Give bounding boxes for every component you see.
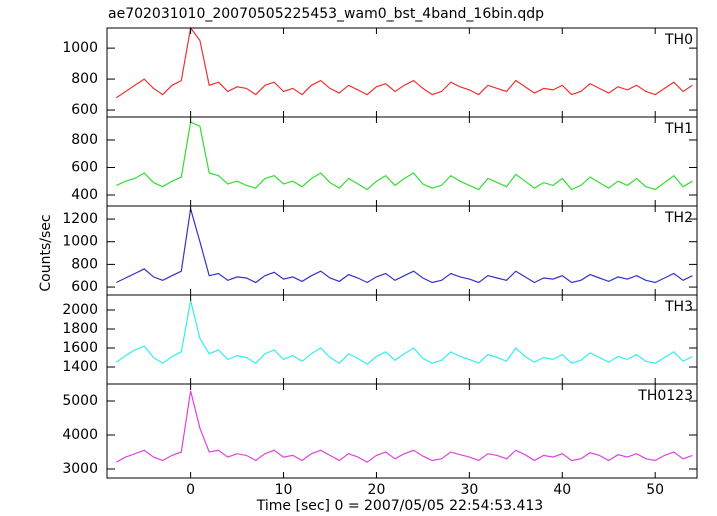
y-tick-label: 5000	[62, 393, 98, 409]
legend-label: TH1	[664, 121, 693, 137]
y-tick-label: 600	[71, 279, 98, 295]
chart-title: ae702031010_20070505225453_wam0_bst_4ban…	[108, 6, 544, 22]
y-tick-label: 1000	[62, 234, 98, 250]
x-tick-label: 30	[460, 482, 478, 498]
light-curve	[116, 390, 693, 463]
x-tick-label: 50	[646, 482, 664, 498]
y-tick-label: 1400	[62, 359, 98, 375]
panel-frame	[106, 383, 698, 479]
y-tick-label: 1200	[62, 211, 98, 227]
x-tick-label: 20	[368, 482, 386, 498]
light-curve	[115, 300, 693, 365]
y-tick-label: 1000	[62, 40, 98, 56]
legend-label: TH3	[664, 299, 693, 315]
y-tick-label: 800	[71, 71, 98, 87]
y-tick-label: 4000	[62, 427, 98, 443]
y-tick-label: 2000	[62, 302, 98, 318]
y-axis-label: Counts/sec	[38, 214, 54, 291]
legend-label: TH2	[664, 210, 693, 226]
legend-label: TH0123	[637, 388, 693, 404]
panel-frame	[106, 27, 698, 118]
panel-frame	[106, 116, 698, 207]
y-tick-label: 600	[71, 159, 98, 175]
legend-label: TH0	[664, 32, 693, 48]
y-tick-label: 800	[71, 132, 98, 148]
x-axis-label: Time [sec] 0 = 2007/05/05 22:54:53.413	[256, 498, 543, 514]
y-tick-label: 800	[71, 256, 98, 272]
panel-frame	[106, 294, 698, 385]
y-tick-label: 3000	[62, 461, 98, 477]
x-tick-label: 40	[553, 482, 571, 498]
light-curve	[116, 208, 693, 284]
y-tick-label: 400	[71, 187, 98, 203]
y-tick-label: 1600	[62, 340, 98, 356]
x-tick-label: 0	[186, 482, 195, 498]
y-tick-label: 1800	[62, 321, 98, 337]
y-tick-label: 600	[71, 102, 98, 118]
light-curve	[116, 121, 693, 191]
light-curve	[115, 26, 693, 99]
x-tick-label: 10	[275, 482, 293, 498]
